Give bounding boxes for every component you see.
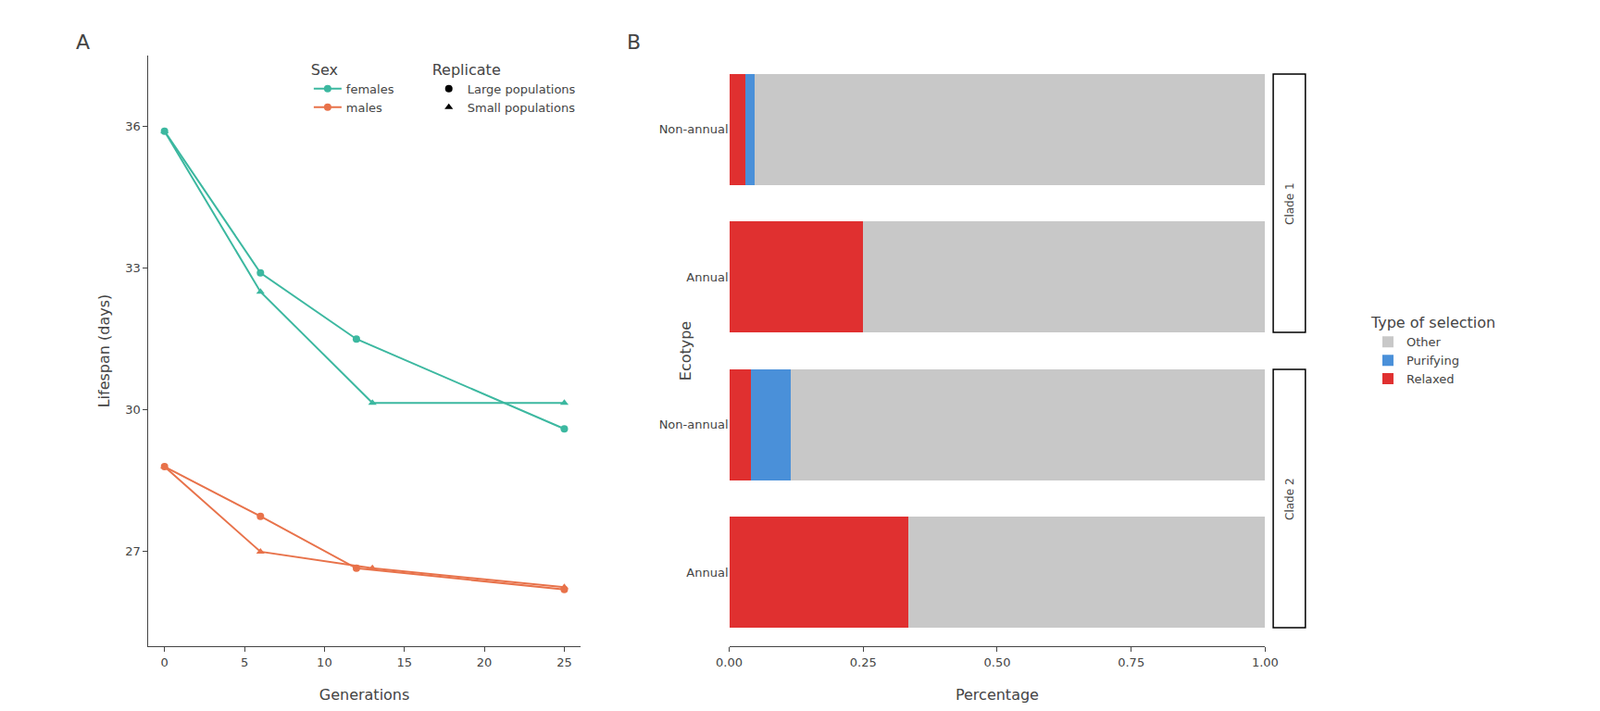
svg-text:15: 15 [396,655,413,670]
svg-text:Generations: Generations [319,686,411,704]
svg-text:33: 33 [125,261,141,275]
svg-text:males: males [346,100,383,115]
svg-text:Lifespan (days): Lifespan (days) [95,294,113,409]
svg-text:Annual: Annual [686,565,728,580]
svg-text:10: 10 [316,655,333,670]
svg-text:Other: Other [1406,335,1442,350]
svg-text:0.75: 0.75 [1117,655,1145,670]
svg-text:Clade 1: Clade 1 [1283,182,1297,225]
svg-text:30: 30 [125,402,141,417]
svg-text:Annual: Annual [686,270,728,285]
svg-text:0.00: 0.00 [715,655,743,670]
svg-text:Large populations: Large populations [467,82,576,97]
svg-text:Non-annual: Non-annual [659,122,729,137]
svg-text:0.50: 0.50 [983,655,1011,670]
svg-text:5: 5 [240,655,249,670]
svg-text:27: 27 [125,544,141,559]
svg-text:Small populations: Small populations [467,100,575,115]
svg-text:Replicate: Replicate [432,61,501,79]
svg-text:Clade 2: Clade 2 [1283,477,1297,521]
svg-text:0.25: 0.25 [850,655,877,670]
svg-text:36: 36 [125,119,141,134]
svg-text:Sex: Sex [311,61,338,79]
svg-text:Percentage: Percentage [955,686,1039,704]
svg-text:Type of selection: Type of selection [1370,313,1496,332]
svg-text:B: B [626,30,641,54]
svg-text:Relaxed: Relaxed [1406,372,1455,387]
svg-text:A: A [75,30,90,54]
svg-text:Non-annual: Non-annual [659,417,729,432]
svg-text:females: females [346,82,395,97]
svg-text:1.00: 1.00 [1251,655,1279,670]
svg-text:25: 25 [556,655,573,670]
svg-text:20: 20 [476,655,493,670]
svg-text:0: 0 [161,655,169,670]
svg-text:Ecotype: Ecotype [676,321,695,381]
svg-text:Purifying: Purifying [1406,353,1460,368]
